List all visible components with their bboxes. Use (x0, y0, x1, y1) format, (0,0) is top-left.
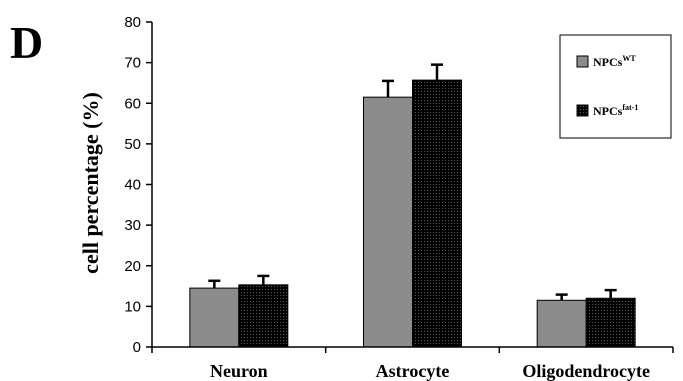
legend-label-npcs-fat1: NPCsfat-1 (593, 103, 638, 118)
bar (238, 284, 289, 348)
y-tick-label: 10 (124, 298, 141, 315)
y-axis-label: cell percentage (%) (78, 92, 103, 274)
y-tick-label: 30 (124, 217, 141, 234)
bar (363, 96, 413, 348)
y-tick-label: 80 (124, 14, 141, 31)
legend-swatch-npcs-wt (576, 55, 589, 68)
bar (412, 79, 462, 348)
legend: NPCsWT NPCsfat-1 (559, 34, 672, 139)
y-tick-label: 0 (133, 339, 141, 356)
y-tick-label: 20 (124, 258, 141, 275)
legend-box (559, 34, 672, 139)
bar (585, 297, 636, 348)
bar (189, 287, 240, 348)
y-tick-label: 60 (124, 95, 141, 112)
legend-swatch-npcs-fat1 (576, 104, 589, 117)
y-tick-label: 40 (124, 177, 141, 194)
panel-label: D (10, 17, 43, 68)
y-tick-label: 50 (124, 136, 141, 153)
x-tick-label: Neuron (210, 361, 268, 381)
x-tick-label: Astrocyte (376, 361, 450, 381)
plot-area: Neuron Astrocyte Oligodendrocyte 0 10 20 30 40 5… (124, 14, 674, 381)
x-tick-label: Oligodendrocyte (522, 361, 650, 381)
legend-label-npcs-wt: NPCsWT (593, 54, 636, 69)
y-tick-label: 70 (124, 55, 141, 72)
bar (536, 299, 587, 348)
